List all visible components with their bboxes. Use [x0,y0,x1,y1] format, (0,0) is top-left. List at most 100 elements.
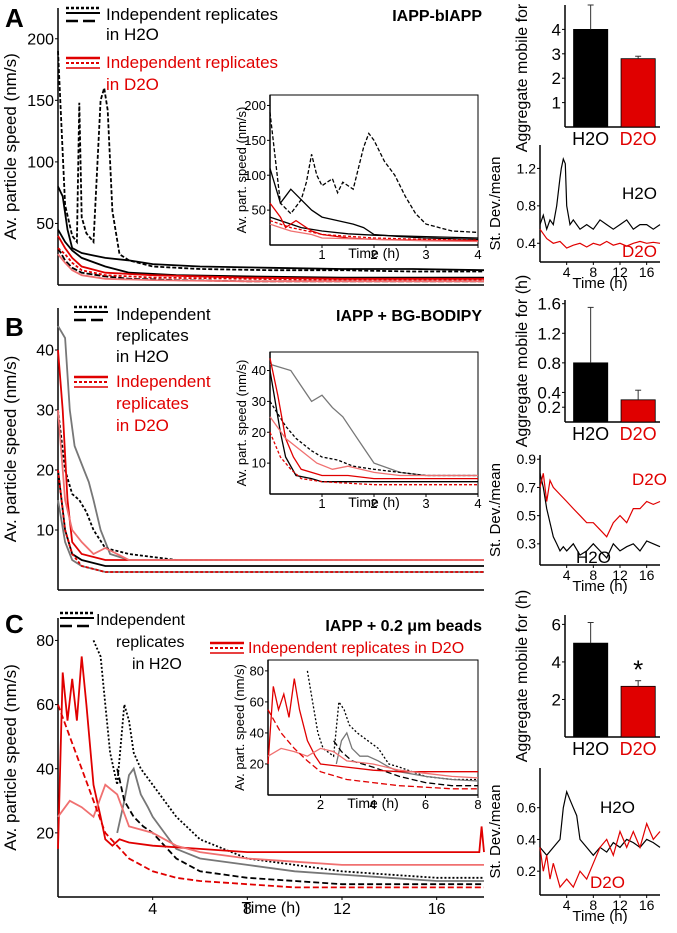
y-tick-label: 1.2 [517,160,537,176]
inset-frame [269,94,479,246]
legend-label: Independent replicates [106,53,278,72]
series-line [57,409,484,561]
x-axis-label: Time (h) [572,275,627,292]
y-tick-label: 0.3 [517,536,537,552]
x-tick-label: 4 [148,901,157,918]
x-axis-label: Time (h) [572,908,627,925]
series-line [57,247,484,282]
legend-label: replicates [116,326,189,345]
x-tick-label: 4 [563,567,571,583]
x-tick-label: 12 [333,901,351,918]
x-tick-label: 1 [318,496,325,511]
series-line [116,766,484,882]
y-tick-label: 0.7 [517,479,537,495]
y-tick-label: 0.2 [517,863,537,879]
x-tick-label: 16 [428,901,446,918]
legend-label: in D2O [106,75,159,94]
y-tick-label: 150 [244,133,266,148]
series-line [269,219,479,241]
y-tick-label: 4 [552,653,561,672]
x-tick-label: 4 [563,264,571,280]
x-tick-label: 8 [589,567,597,583]
x-tick-label: 4 [563,897,571,913]
series-label: D2O [632,470,667,489]
legend-label: in H2O [116,347,169,366]
series-line [57,235,484,280]
x-tick-label: 8 [589,264,597,280]
legend-label: replicates [116,394,189,413]
x-tick-label: 12 [612,567,628,583]
series-line [539,473,661,538]
bar [573,28,609,128]
category-label: D2O [620,739,657,759]
y-tick-label: 1 [552,94,561,113]
y-tick-label: 150 [27,93,54,110]
series-label: H2O [622,184,657,203]
y-tick-label: 80 [36,633,54,650]
category-label: H2O [572,129,609,149]
y-axis-label: Av. part. speed (nm/s) [234,360,249,487]
legend-label: replicates [116,634,184,651]
x-axis-label: Time (h) [348,494,400,510]
bar [620,58,656,128]
series-line [269,216,479,239]
series-line [267,709,478,790]
y-tick-label: 0.8 [537,354,561,373]
y-tick-label: 20 [36,463,54,480]
y-tick-label: 60 [36,697,54,714]
panel-title: IAPP-bIAPP [392,8,482,25]
category-label: H2O [572,424,609,444]
y-axis-label: Aggregate mobile for (h) [514,0,531,152]
inset-frame [267,659,479,796]
y-tick-label: 40 [250,725,264,740]
panel-title: IAPP + BG-BODIPY [336,308,482,325]
legend-label: in H2O [132,656,182,673]
series-label: H2O [576,548,611,567]
category-label: D2O [620,129,657,149]
series-line [539,473,661,559]
series-line [333,740,478,787]
y-tick-label: 200 [27,31,54,48]
series-line [539,821,661,889]
panel-C-inset-chart: 20 40 60 80 2 4 6 8 Av. part. speed (nm/s) Time (… [232,659,482,812]
y-tick-label: 0.4 [517,235,537,251]
legend-label: Independent [116,372,211,391]
significance-marker: * [633,655,643,685]
y-axis-label: Aggregate mobile for (h) [514,275,531,448]
series-line [116,768,484,886]
y-tick-label: 20 [36,825,54,842]
x-tick-label: 4 [369,797,376,812]
series-line [539,228,661,249]
y-tick-label: 1.6 [537,295,561,314]
x-tick-label: 2 [370,496,377,511]
legend-label: Independent replicates [106,5,278,24]
y-tick-label: 40 [36,343,54,360]
series-line [57,656,485,853]
series-label: D2O [590,873,625,892]
y-tick-label: 20 [252,425,266,440]
panel-A-bar-chart: 1 2 3 4 H2O D2O Aggregate mobile for (h) [514,0,660,152]
x-tick-label: 2 [370,247,377,262]
legend-label: in H2O [106,25,159,44]
y-tick-label: 3 [552,45,561,64]
y-tick-label: 0.4 [537,383,561,402]
y-tick-label: 1.2 [537,324,561,343]
y-tick-label: 0.6 [517,800,537,816]
series-line [57,186,485,272]
x-axis-label: Time (h) [242,900,301,917]
series-line [57,229,484,279]
bar [620,399,656,423]
y-tick-label: 30 [252,394,266,409]
x-tick-label: 6 [422,797,429,812]
series-line [269,416,478,477]
y-tick-label: 40 [36,761,54,778]
y-tick-label: 0.5 [517,508,537,524]
y-tick-label: 30 [36,403,54,420]
bar [573,362,609,423]
y-axis-label: Av. part. speed (nm/s) [232,664,247,791]
x-tick-label: 12 [612,897,628,913]
panel-label-c: C [5,609,24,639]
x-tick-label: 4 [474,247,481,262]
